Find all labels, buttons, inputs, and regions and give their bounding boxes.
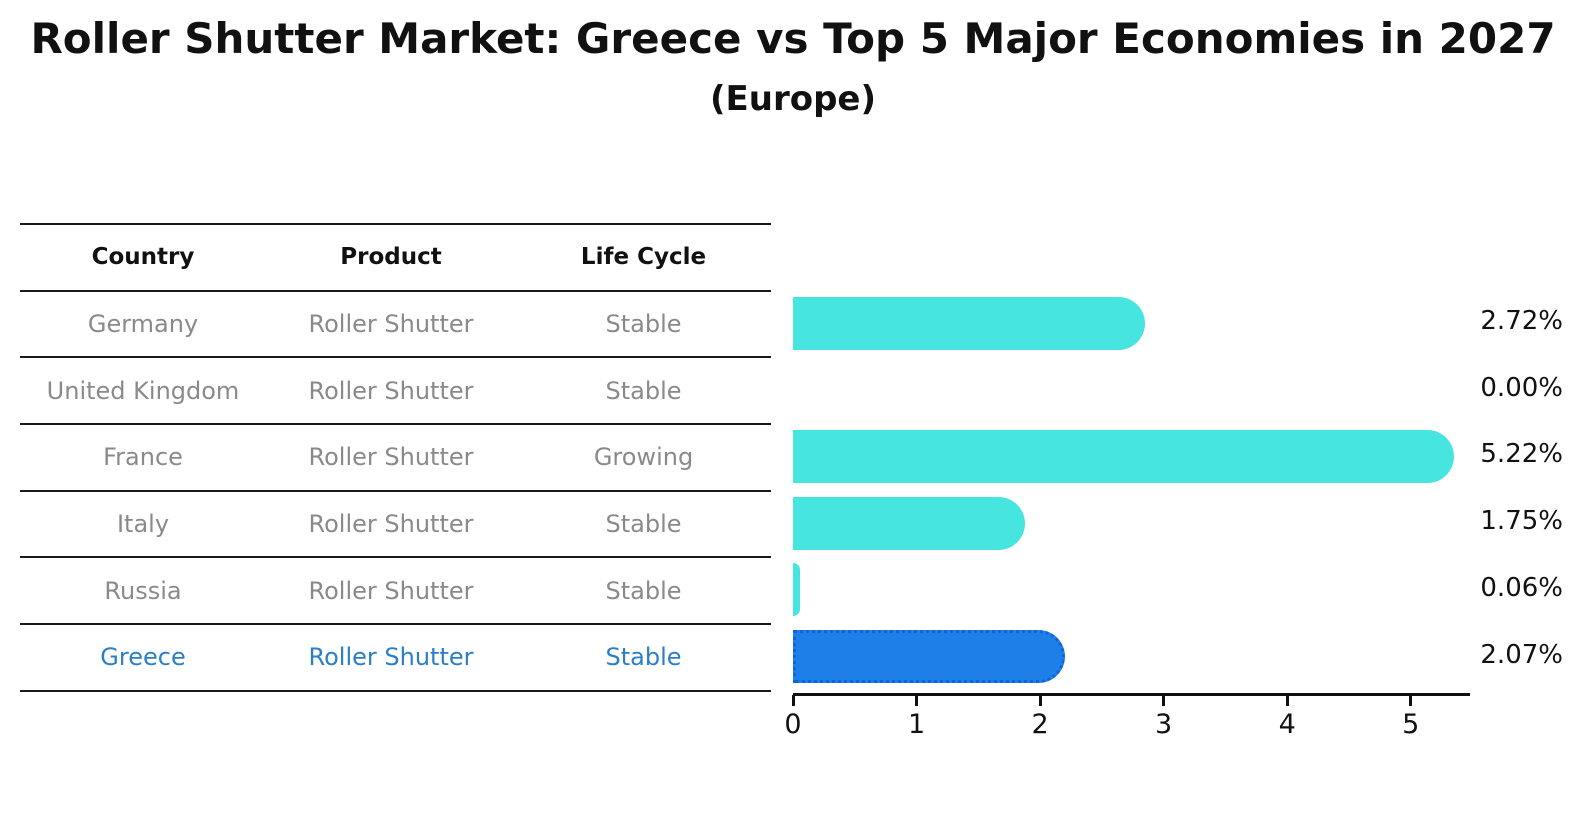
- bar-greece: [793, 630, 1065, 684]
- cell-life-cycle: Stable: [605, 510, 682, 539]
- cell-country: Russia: [104, 576, 182, 605]
- x-tick-mark: [1162, 695, 1166, 706]
- x-tick-label: 1: [907, 709, 926, 740]
- table-row: Russia Roller Shutter Stable: [20, 558, 771, 626]
- cell-country: Germany: [87, 310, 199, 339]
- bar-value-label: 0.06%: [1480, 572, 1563, 603]
- x-tick-label: 2: [1031, 709, 1049, 740]
- x-tick-label: 4: [1278, 709, 1296, 740]
- cell-life-cycle: Stable: [605, 376, 682, 405]
- x-tick-mark: [915, 695, 919, 706]
- chart-subtitle: (Europe): [709, 79, 877, 119]
- cell-product: Roller Shutter: [308, 510, 474, 539]
- x-tick-label: 5: [1402, 709, 1420, 740]
- bar-value-label: 2.07%: [1480, 639, 1563, 670]
- bar-value-label: 5.22%: [1480, 439, 1563, 470]
- table-row: Italy Roller Shutter Stable: [20, 492, 771, 559]
- cell-country: United Kingdom: [46, 376, 240, 405]
- country-table: Country Product Life Cycle Germany Roller…: [20, 223, 771, 692]
- column-header-country: Country: [91, 244, 195, 271]
- cell-country: Italy: [116, 510, 170, 539]
- cell-life-cycle: Stable: [605, 310, 682, 339]
- bar-russia: [793, 563, 801, 617]
- x-tick-mark: [791, 695, 795, 706]
- cell-product: Roller Shutter: [308, 310, 474, 339]
- cell-life-cycle: Growing: [593, 443, 694, 472]
- cell-country: France: [103, 443, 183, 472]
- bar-value-label: 1.75%: [1480, 506, 1563, 537]
- x-tick-label: 3: [1155, 709, 1173, 740]
- table-row: Greece Roller Shutter Stable: [20, 625, 771, 692]
- bar-value-label: 2.72%: [1480, 306, 1563, 337]
- x-tick-mark: [1285, 695, 1289, 706]
- cell-product: Roller Shutter: [308, 443, 474, 472]
- table-row: Germany Roller Shutter Stable: [20, 292, 771, 359]
- table-header-row: Country Product Life Cycle: [20, 223, 771, 292]
- table-row: United Kingdom Roller Shutter Stable: [20, 358, 771, 426]
- x-axis-line: [793, 693, 1470, 696]
- chart-title: Roller Shutter Market: Greece vs Top 5 M…: [30, 14, 1556, 63]
- cell-product: Roller Shutter: [308, 643, 474, 672]
- x-tick-mark: [1409, 695, 1413, 706]
- cell-country: Greece: [100, 643, 186, 672]
- column-header-product: Product: [340, 244, 442, 271]
- column-header-life-cycle: Life Cycle: [580, 244, 707, 271]
- cell-product: Roller Shutter: [308, 576, 474, 605]
- bar-france: [793, 429, 1454, 483]
- x-tick-label: 0: [784, 709, 802, 740]
- x-tick-mark: [1038, 695, 1042, 706]
- cell-life-cycle: Stable: [605, 576, 682, 605]
- bar-value-label: 0.00%: [1480, 372, 1563, 403]
- table-row: France Roller Shutter Growing: [20, 425, 771, 492]
- cell-product: Roller Shutter: [308, 376, 474, 405]
- bar-chart: 2.72% 0.00% 5.22% 1.75% 0.06% 2.07% 0 1 2 3 4 5: [784, 223, 1573, 740]
- bar-italy: [793, 496, 1026, 550]
- cell-life-cycle: Stable: [605, 643, 682, 672]
- bar-germany: [793, 296, 1146, 350]
- table-body: Germany Roller Shutter Stable United Kingdo…: [20, 292, 771, 692]
